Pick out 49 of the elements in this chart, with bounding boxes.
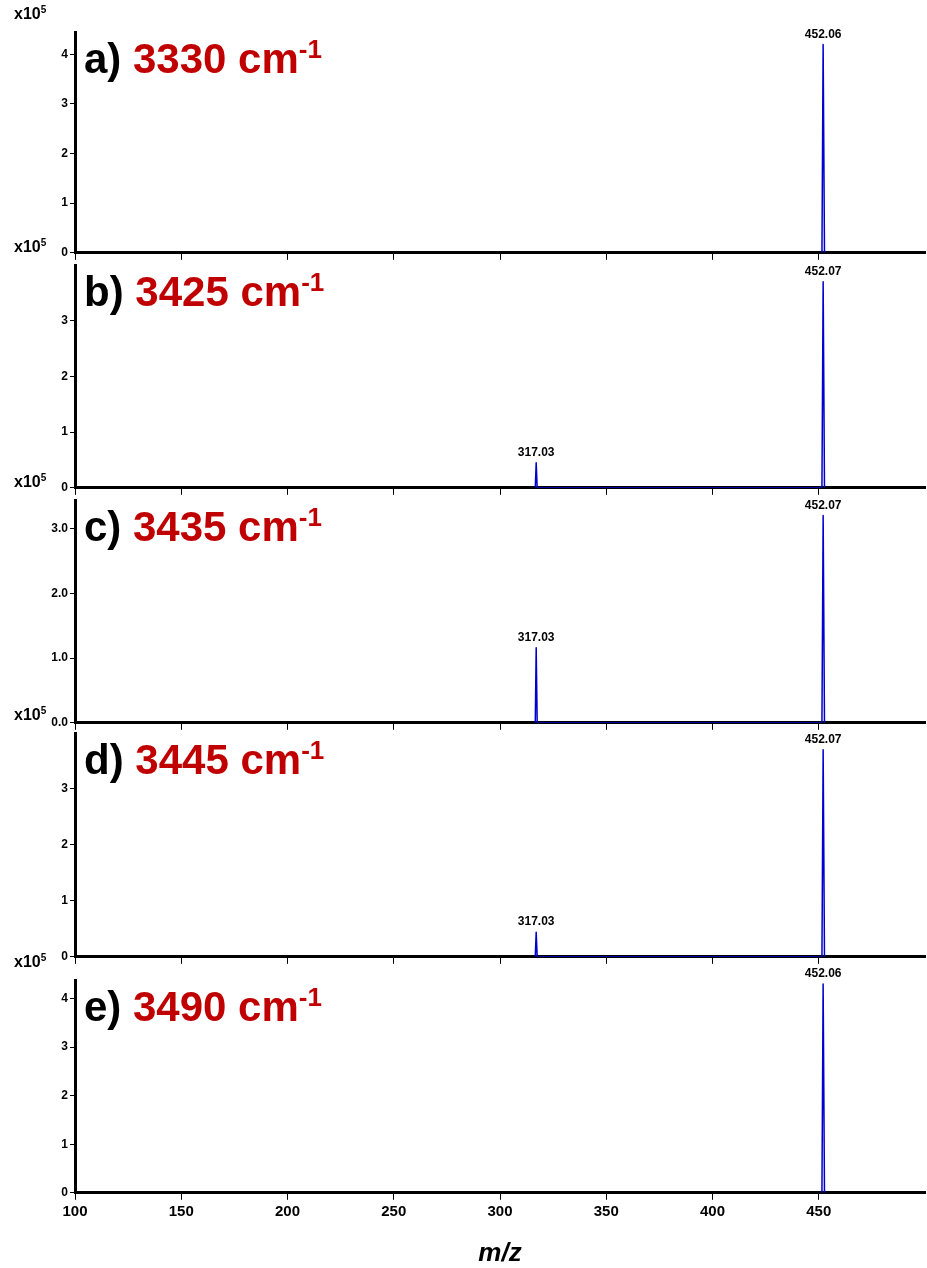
chart-title: e) 3490 cm$^{-1}$ [84, 982, 322, 1030]
y-tick-label: 0.0 [51, 715, 69, 730]
chart-title: d) 3445 cm$^{-1}$ [84, 735, 325, 783]
y-tick-label: 3 [61, 781, 69, 796]
y-tick-label: 4 [61, 990, 69, 1005]
annotation: 452.07 [804, 732, 842, 747]
y-tick-label: 0 [61, 480, 69, 495]
y-tick-label: 1 [61, 893, 69, 908]
y-tick-label: 0 [61, 949, 69, 964]
y-tick-label: 0 [61, 1185, 69, 1200]
y-axis-title: x10$^{5}$ [14, 472, 47, 492]
annotation: 452.06 [804, 966, 842, 981]
y-tick-label: 2.0 [51, 585, 69, 600]
y-tick-label: 0 [61, 245, 69, 260]
x-tick-label: 400 [699, 1201, 726, 1219]
y-tick-label: 4 [61, 46, 69, 61]
x-tick-label: 350 [593, 1201, 619, 1219]
y-tick-label: 3 [61, 313, 69, 328]
chart-title: c) 3435 cm$^{-1}$ [84, 502, 322, 550]
x-tick-label: 150 [168, 1201, 194, 1219]
y-tick-label: 1 [61, 195, 69, 210]
annotation: 317.03 [517, 629, 555, 644]
x-tick-label: 250 [381, 1201, 407, 1219]
annotation: 452.07 [804, 497, 842, 512]
y-tick-label: 3 [61, 96, 69, 111]
x-tick-label: 300 [487, 1201, 513, 1219]
y-tick-label: 2 [61, 837, 69, 852]
y-axis-title: x10$^{5}$ [14, 237, 47, 257]
y-axis-title: x10$^{5}$ [14, 705, 47, 725]
y-tick-label: 2 [61, 1087, 69, 1102]
y-axis-title: x10$^{5}$ [14, 952, 47, 972]
y-tick-label: 1 [61, 1136, 69, 1151]
annotation: 317.03 [517, 914, 555, 929]
y-tick-label: 2 [61, 368, 69, 383]
chart-title: b) 3425 cm$^{-1}$ [84, 267, 325, 315]
annotation: 317.03 [517, 445, 555, 460]
x-tick-label: 450 [806, 1201, 832, 1219]
x-tick-label: 200 [274, 1201, 301, 1219]
x-tick-label: 100 [62, 1201, 88, 1219]
y-tick-label: 3 [61, 1039, 69, 1054]
y-tick-label: 2 [61, 145, 69, 160]
x-axis-title: m/z [478, 1236, 522, 1267]
y-tick-label: 3.0 [51, 520, 69, 535]
annotation: 452.07 [804, 264, 842, 279]
y-tick-label: 1.0 [51, 650, 69, 665]
chart-title: a) 3330 cm$^{-1}$ [84, 34, 322, 82]
y-axis-title: x10$^{5}$ [14, 4, 47, 24]
annotation: 452.06 [804, 26, 842, 41]
y-tick-label: 1 [61, 424, 69, 439]
